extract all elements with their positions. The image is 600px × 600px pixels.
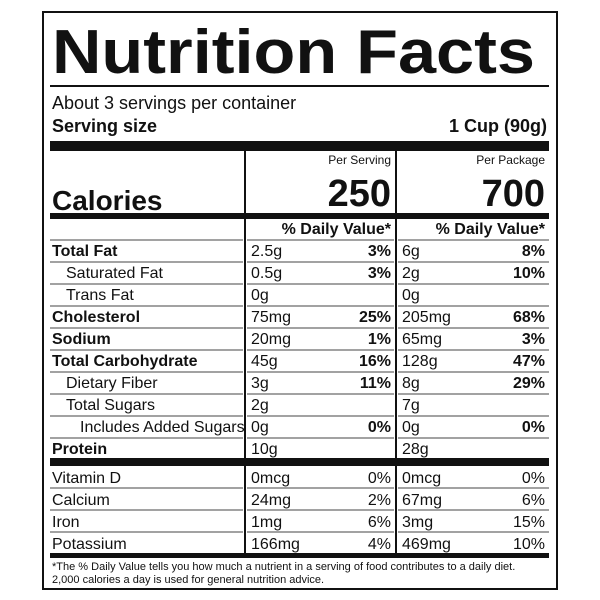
amount: 8g xyxy=(402,375,420,392)
amount: 10g xyxy=(251,441,278,458)
daily-value: 6% xyxy=(522,492,545,509)
daily-value: 2% xyxy=(368,492,391,509)
daily-value: 15% xyxy=(513,514,545,531)
label-border xyxy=(42,11,558,590)
daily-value: 0% xyxy=(368,419,391,436)
nutrient-name: Total Carbohydrate xyxy=(52,353,198,370)
nutrient-name: Protein xyxy=(52,441,107,458)
daily-value: 3% xyxy=(522,331,545,348)
daily-value: 10% xyxy=(513,536,545,553)
daily-value: 1% xyxy=(368,331,391,348)
calories-value: 250 xyxy=(328,173,391,215)
daily-value: 6% xyxy=(368,514,391,531)
amount: 0g xyxy=(402,287,420,304)
amount: 6g xyxy=(402,243,420,260)
servings: About 3 servings per container xyxy=(52,93,296,113)
daily-value: 47% xyxy=(513,353,545,370)
daily-value: 11% xyxy=(360,375,391,392)
nutrient-name: Potassium xyxy=(52,536,127,553)
serving-size-value: 1 Cup (90g) xyxy=(449,116,547,136)
amount: 7g xyxy=(402,397,420,414)
column-header: Per Serving xyxy=(328,153,391,167)
nutrient-name: Sodium xyxy=(52,331,111,348)
title: Nutrition Facts xyxy=(52,18,535,87)
nutrient-name: Calcium xyxy=(52,492,110,509)
amount: 469mg xyxy=(402,536,451,553)
amount: 2g xyxy=(402,265,420,282)
daily-value: 4% xyxy=(368,536,391,553)
nutrient-name: Saturated Fat xyxy=(66,265,164,282)
daily-value: 0% xyxy=(522,419,545,436)
amount: 65mg xyxy=(402,331,442,348)
footnote: 2,000 calories a day is used for general… xyxy=(52,574,324,586)
nutrient-name: Trans Fat xyxy=(66,287,134,304)
thick-rule xyxy=(50,213,549,219)
daily-value: 3% xyxy=(368,265,391,282)
daily-value: 0% xyxy=(522,470,545,487)
daily-value: 16% xyxy=(359,353,391,370)
nutrient-name: Includes Added Sugars xyxy=(80,419,245,436)
amount: 1mg xyxy=(251,514,282,531)
nutrient-name: Dietary Fiber xyxy=(66,375,158,392)
amount: 24mg xyxy=(251,492,291,509)
thick-rule xyxy=(50,553,549,558)
amount: 28g xyxy=(402,441,429,458)
footnote: *The % Daily Value tells you how much a … xyxy=(52,561,515,573)
amount: 0.5g xyxy=(251,265,282,282)
nutrient-name: Total Fat xyxy=(52,243,118,260)
daily-value: 8% xyxy=(522,243,545,260)
calories-label: Calories xyxy=(52,185,163,216)
nutrient-name: Total Sugars xyxy=(66,397,155,414)
amount: 0mcg xyxy=(402,470,441,487)
amount: 2g xyxy=(251,397,269,414)
amount: 45g xyxy=(251,353,278,370)
daily-value: 3% xyxy=(368,243,391,260)
thick-rule xyxy=(50,141,549,151)
daily-value: 25% xyxy=(359,309,391,326)
amount: 205mg xyxy=(402,309,451,326)
amount: 0mcg xyxy=(251,470,290,487)
amount: 166mg xyxy=(251,536,300,553)
amount: 75mg xyxy=(251,309,291,326)
amount: 67mg xyxy=(402,492,442,509)
column-header: Per Package xyxy=(476,153,545,167)
amount: 20mg xyxy=(251,331,291,348)
amount: 0g xyxy=(402,419,420,436)
calories-value: 700 xyxy=(482,173,545,215)
rule xyxy=(50,85,549,87)
amount: 0g xyxy=(251,419,269,436)
serving-size-label: Serving size xyxy=(52,116,157,136)
thick-rule xyxy=(50,458,549,466)
nutrient-name: Iron xyxy=(52,514,80,531)
amount: 2.5g xyxy=(251,243,282,260)
daily-value: 10% xyxy=(513,265,545,282)
amount: 128g xyxy=(402,353,438,370)
daily-value: 29% xyxy=(513,375,545,392)
dv-header: % Daily Value* xyxy=(436,221,546,238)
daily-value: 68% xyxy=(513,309,545,326)
nutrient-name: Cholesterol xyxy=(52,309,140,326)
nutrient-name: Vitamin D xyxy=(52,470,121,487)
daily-value: 0% xyxy=(368,470,391,487)
amount: 3mg xyxy=(402,514,433,531)
dv-header: % Daily Value* xyxy=(282,221,392,238)
amount: 0g xyxy=(251,287,269,304)
amount: 3g xyxy=(251,375,269,392)
